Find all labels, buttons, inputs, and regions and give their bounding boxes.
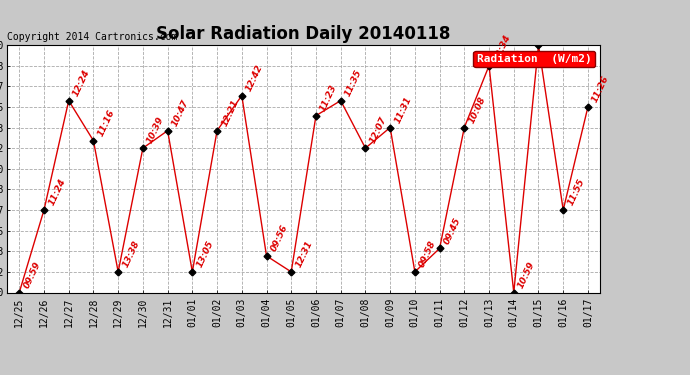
Text: 13:38: 13:38 (121, 239, 141, 269)
Text: 09:58: 09:58 (417, 239, 438, 269)
Text: 12:07: 12:07 (368, 116, 388, 146)
Text: 10:08: 10:08 (467, 95, 487, 125)
Text: 12:31: 12:31 (294, 239, 314, 269)
Text: 11:23: 11:23 (319, 83, 339, 113)
Text: 11:31: 11:31 (393, 95, 413, 125)
Text: 09:59: 09:59 (22, 260, 42, 290)
Title: Solar Radiation Daily 20140118: Solar Radiation Daily 20140118 (157, 26, 451, 44)
Text: 11:55: 11:55 (566, 177, 586, 207)
Text: 12:24: 12:24 (72, 68, 92, 98)
Text: 10:39: 10:39 (146, 116, 166, 146)
Text: 09:45: 09:45 (442, 216, 462, 246)
Text: 11:24: 11:24 (47, 177, 67, 207)
Legend: Radiation  (W/m2): Radiation (W/m2) (473, 51, 595, 67)
Text: 11:35: 11:35 (344, 68, 364, 98)
Text: 11:26: 11:26 (591, 74, 611, 104)
Text: 11:16: 11:16 (96, 108, 117, 138)
Text: Copyright 2014 Cartronics.com: Copyright 2014 Cartronics.com (7, 32, 177, 42)
Text: 10:59: 10:59 (517, 260, 537, 290)
Text: 13:05: 13:05 (195, 239, 215, 269)
Text: 09:56: 09:56 (269, 224, 290, 253)
Text: 12:21: 12:21 (220, 98, 240, 128)
Text: 12:42: 12:42 (244, 63, 265, 93)
Text: 12:34: 12:34 (492, 33, 512, 63)
Text: 10:47: 10:47 (170, 98, 190, 128)
